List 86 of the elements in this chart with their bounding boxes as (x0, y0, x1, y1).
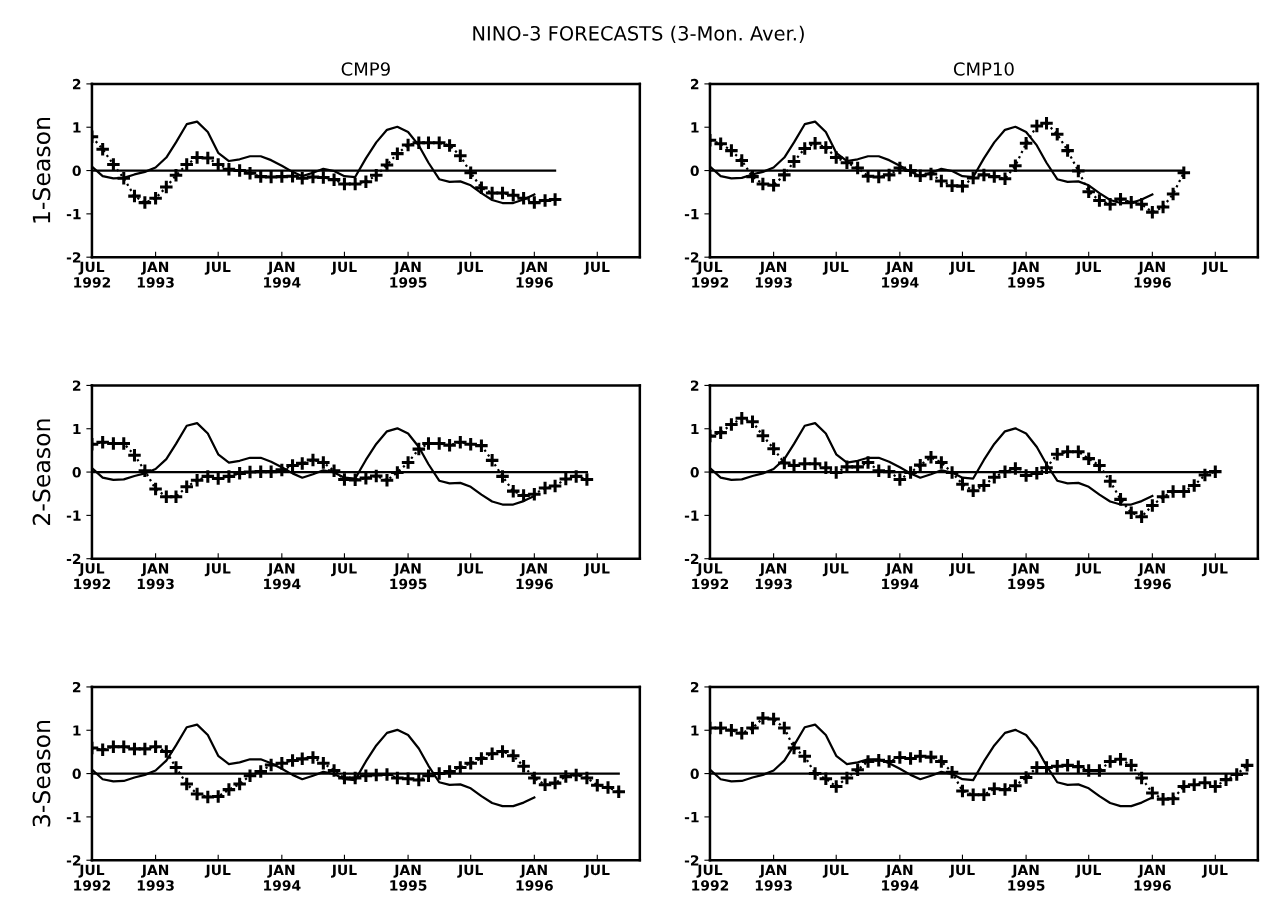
x-tick-label: JUL (1075, 261, 1101, 275)
y-tick-label: 0 (72, 768, 81, 780)
x-tick-label: JUL (822, 261, 849, 275)
x-tick-label: JUL (1201, 261, 1228, 275)
x-tick-label: JUL (204, 864, 231, 878)
chart-title: CMP10 (953, 62, 1014, 76)
y-tick-label: -2 (684, 252, 699, 263)
x-tick-label: JAN 1996 (1134, 563, 1171, 590)
chart-title: CMP9 (341, 62, 390, 76)
x-tick-label: JAN 1996 (1134, 261, 1171, 288)
y-tick-label: 2 (72, 380, 81, 391)
y-tick-label: -1 (684, 812, 699, 823)
y-tick-label: -1 (66, 209, 81, 220)
x-tick-label: JAN 1996 (516, 261, 553, 288)
x-tick-label: JUL (583, 261, 610, 275)
y-tick-label: -1 (66, 812, 81, 823)
y-tick-label: 0 (72, 165, 81, 177)
text: NINO-3 FORECASTS (3-Mon. Aver.) (473, 25, 804, 43)
x-tick-label: JUL (822, 563, 849, 577)
y-tick-label: 1 (73, 122, 81, 133)
x-tick-label: JAN 1993 (755, 261, 792, 288)
x-tick-label: JUL (1075, 563, 1101, 577)
x-tick-label: JAN 1993 (137, 261, 174, 288)
x-tick-label: JAN 1993 (755, 864, 792, 891)
x-tick-label: JUL (1201, 563, 1228, 577)
x-tick-label: JAN 1994 (264, 261, 301, 288)
x-tick-label: JUL 1992 (74, 563, 111, 590)
x-tick-label: JUL (949, 563, 975, 577)
x-tick-label: JUL (949, 864, 975, 878)
x-tick-label: JAN 1995 (1008, 261, 1045, 288)
y-tick-label: -1 (684, 510, 699, 521)
y-tick-label: 2 (690, 380, 699, 391)
x-tick-label: JAN 1994 (882, 563, 919, 590)
x-tick-label: JAN 1996 (1134, 864, 1171, 891)
y-tick-label: 0 (72, 467, 81, 478)
x-tick-label: JAN 1993 (137, 864, 174, 891)
x-tick-label: JAN 1996 (516, 864, 553, 891)
y-tick-label: 0 (690, 467, 699, 478)
x-tick-label: JUL (331, 864, 357, 878)
y-tick-label: 0 (690, 768, 699, 780)
y-tick-label: 1 (691, 725, 699, 736)
x-tick-label: JUL (822, 864, 849, 878)
y-tick-label: 2 (690, 681, 699, 693)
y-tick-label: -1 (66, 510, 81, 521)
y-tick-label: 1 (691, 122, 699, 133)
y-axis-title: 2-Season (32, 419, 51, 525)
x-tick-label: JUL (1075, 864, 1101, 878)
y-tick-label: 1 (73, 725, 81, 736)
x-tick-label: JAN 1993 (137, 563, 174, 590)
x-tick-label: JUL (331, 563, 357, 577)
x-tick-label: JUL (1201, 864, 1228, 878)
y-axis-title: 3-Season (32, 720, 51, 827)
x-tick-label: JAN 1995 (390, 261, 427, 288)
x-tick-label: JAN 1994 (264, 563, 301, 590)
y-tick-label: 2 (690, 78, 699, 90)
x-tick-label: JAN 1995 (1008, 864, 1045, 891)
x-tick-label: JUL (583, 864, 610, 878)
y-tick-label: -2 (66, 855, 81, 866)
x-tick-label: JUL (949, 261, 975, 275)
x-tick-label: JUL (204, 563, 231, 577)
x-tick-label: JAN 1995 (390, 563, 427, 590)
x-tick-label: JAN 1996 (516, 563, 553, 590)
x-tick-label: JUL (331, 261, 357, 275)
y-axis-title: 1-Season (32, 117, 51, 223)
x-tick-label: JUL (457, 864, 483, 878)
x-tick-label: JUL (457, 563, 483, 577)
x-tick-label: JAN 1995 (1008, 563, 1045, 590)
x-tick-label: JAN 1994 (882, 261, 919, 288)
y-tick-label: -2 (684, 553, 699, 564)
y-tick-label: 1 (691, 423, 699, 435)
y-tick-label: 0 (690, 165, 699, 177)
x-tick-label: JUL (204, 261, 231, 275)
x-tick-label: JUL 1992 (692, 563, 729, 590)
y-tick-label: -2 (684, 855, 699, 866)
y-tick-label: -2 (66, 252, 81, 263)
x-tick-label: JAN 1993 (755, 563, 792, 590)
x-tick-label: JUL (583, 563, 610, 577)
y-tick-label: 1 (73, 423, 81, 435)
y-tick-label: 2 (72, 78, 81, 90)
x-tick-label: JAN 1995 (390, 864, 427, 891)
y-tick-label: -1 (684, 209, 699, 220)
x-tick-label: JAN 1994 (264, 864, 301, 891)
x-tick-label: JUL (457, 261, 483, 275)
x-tick-label: JAN 1994 (882, 864, 919, 891)
y-tick-label: -2 (66, 553, 81, 564)
y-tick-label: 2 (72, 681, 81, 693)
